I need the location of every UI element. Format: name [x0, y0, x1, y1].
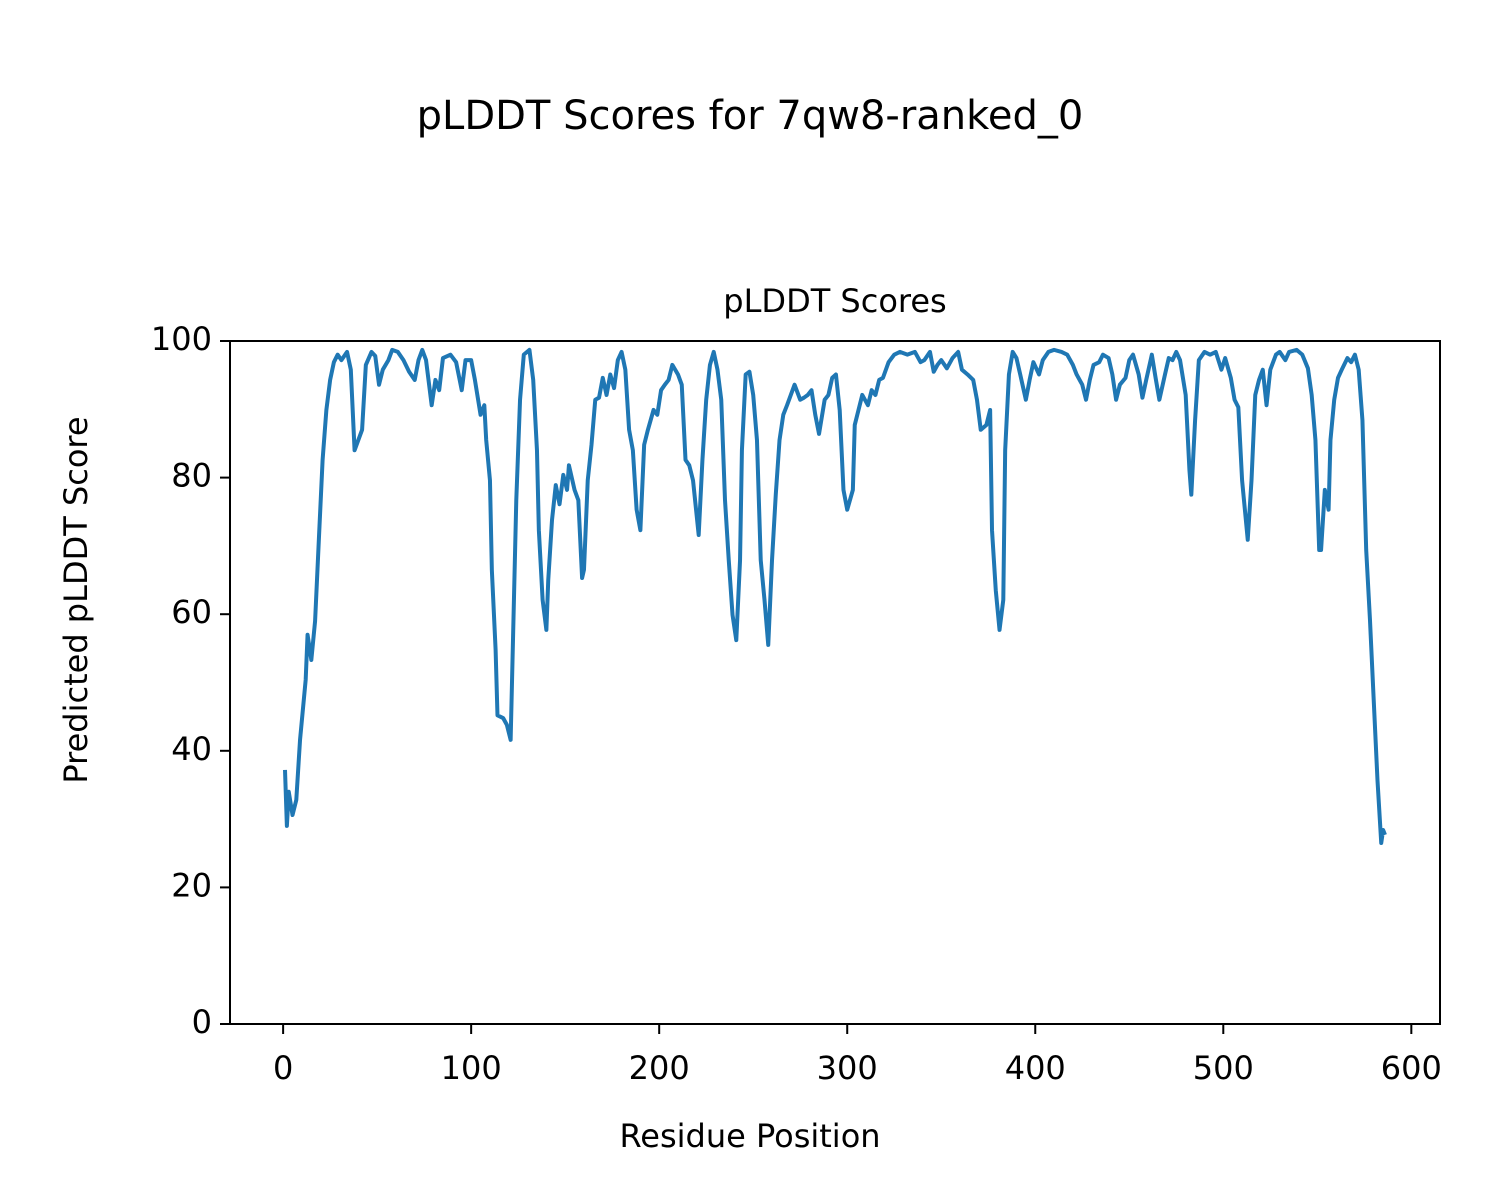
- axes-title: pLDDT Scores: [723, 282, 946, 320]
- x-tick-label: 400: [1005, 1049, 1066, 1087]
- x-tick-label: 100: [441, 1049, 502, 1087]
- x-tick-label: 0: [273, 1049, 293, 1087]
- y-tick-label: 40: [171, 730, 212, 768]
- chart-title: pLDDT Scores for 7qw8-ranked_0: [417, 93, 1084, 139]
- y-tick-label: 20: [171, 866, 212, 904]
- y-tick-label: 60: [171, 593, 212, 631]
- y-tick-label: 80: [171, 457, 212, 495]
- x-tick-label: 200: [629, 1049, 690, 1087]
- plot-frame: [229, 340, 1441, 1025]
- y-axis-label: Predicted pLDDT Score: [57, 416, 95, 783]
- y-tick-label: 100: [151, 320, 212, 358]
- data-line: [283, 347, 1387, 845]
- x-axis-label: Residue Position: [619, 1117, 880, 1155]
- y-tick-label: 0: [192, 1003, 212, 1041]
- x-tick-label: 500: [1193, 1049, 1254, 1087]
- x-tick-label: 300: [817, 1049, 878, 1087]
- x-tick-label: 600: [1381, 1049, 1442, 1087]
